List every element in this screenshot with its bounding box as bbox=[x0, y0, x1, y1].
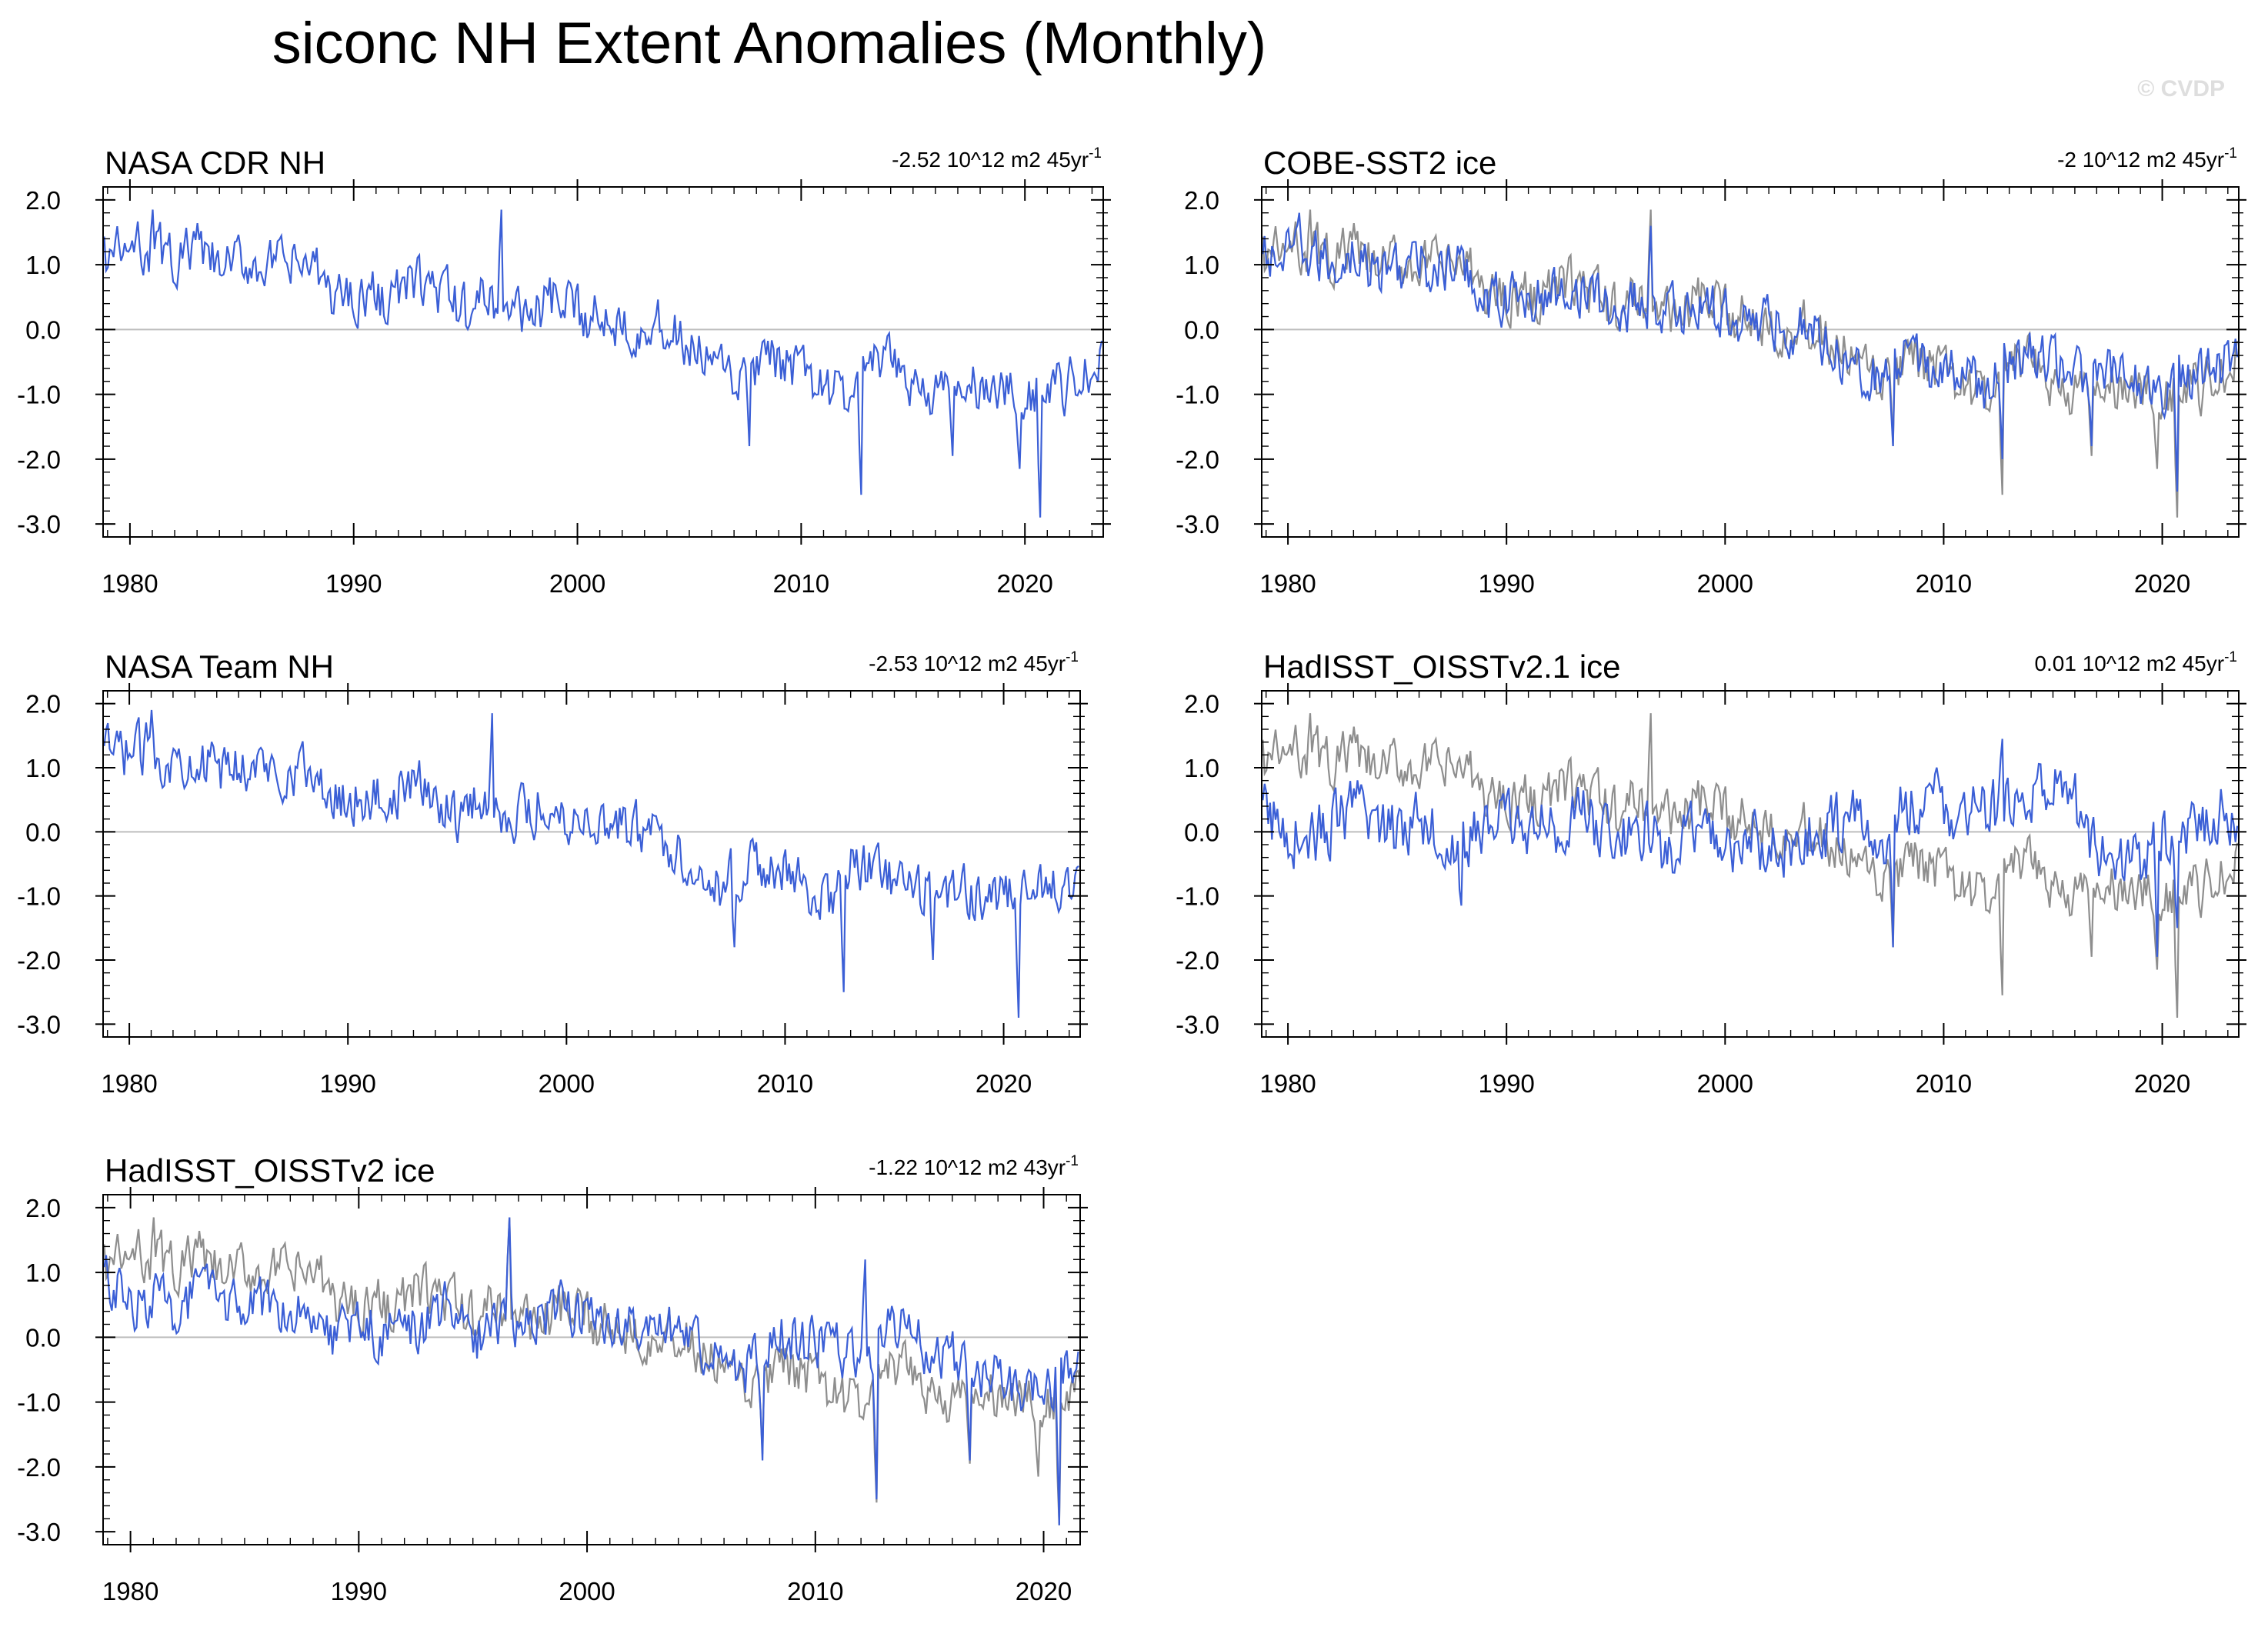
y-tick-label: -1.0 bbox=[1176, 381, 1219, 409]
copyright-watermark: © CVDP bbox=[2137, 76, 2225, 102]
panel-title: NASA CDR NH bbox=[105, 145, 325, 181]
y-tick-label: 2.0 bbox=[1184, 186, 1219, 215]
reference-series-line bbox=[1262, 713, 2239, 1019]
trend-exponent: -1 bbox=[1066, 1153, 1079, 1169]
reference-series-line bbox=[1262, 209, 2239, 518]
trend-label: 0.01 10^12 m2 45yr-1 bbox=[2034, 649, 2237, 675]
trend-exponent: -1 bbox=[2224, 649, 2237, 665]
x-tick-label: 1980 bbox=[102, 569, 158, 598]
y-tick-label: 2.0 bbox=[25, 690, 61, 718]
y-tick-label: -2.0 bbox=[17, 445, 61, 474]
plot-frame bbox=[102, 690, 1081, 1038]
y-tick-label: -3.0 bbox=[17, 1518, 61, 1546]
trend-label: -1.22 10^12 m2 43yr-1 bbox=[869, 1153, 1079, 1179]
x-tick-label: 1990 bbox=[331, 1577, 387, 1605]
trend-exponent: -1 bbox=[1066, 649, 1079, 665]
x-tick-label: 2020 bbox=[996, 569, 1052, 598]
series-line bbox=[1262, 738, 2239, 957]
trend-label: -2.53 10^12 m2 45yr-1 bbox=[869, 649, 1079, 675]
x-tick-label: 1980 bbox=[1259, 569, 1316, 598]
x-tick-label: 2020 bbox=[2134, 1069, 2190, 1098]
y-tick-label: 0.0 bbox=[25, 818, 61, 846]
panel-title: HadISST_OISSTv2.1 ice bbox=[1263, 648, 1621, 685]
y-tick-label: 1.0 bbox=[1184, 251, 1219, 279]
trend-label: -2.52 10^12 m2 45yr-1 bbox=[892, 145, 1102, 172]
x-tick-label: 2020 bbox=[1016, 1577, 1072, 1605]
x-tick-label: 2010 bbox=[757, 1069, 813, 1098]
x-tick-label: 1990 bbox=[1478, 1069, 1534, 1098]
x-tick-label: 1990 bbox=[325, 569, 382, 598]
panels-group: NASA CDR NH -2.52 10^12 m2 45yr-1 2.0 1.0 0.… bbox=[17, 145, 2246, 1605]
x-tick-label: 2020 bbox=[976, 1069, 1032, 1098]
x-tick-label: 1980 bbox=[102, 1577, 158, 1605]
x-tick-label: 2000 bbox=[559, 1577, 615, 1605]
y-tick-label: 2.0 bbox=[25, 186, 61, 215]
x-tick-label: 1980 bbox=[101, 1069, 157, 1098]
y-tick-label: -1.0 bbox=[17, 1389, 61, 1417]
x-tick-label: 2000 bbox=[1697, 569, 1753, 598]
y-tick-label: -1.0 bbox=[1176, 882, 1219, 911]
plot-frame bbox=[102, 186, 1104, 538]
series-line bbox=[103, 1217, 1079, 1525]
series-line bbox=[103, 709, 1079, 1019]
y-tick-label: -3.0 bbox=[1176, 1010, 1219, 1039]
y-tick-label: -2.0 bbox=[17, 946, 61, 975]
series-line bbox=[1262, 212, 2239, 492]
plot-frame bbox=[1261, 186, 2240, 538]
panel-2: COBE-SST2 ice -2 10^12 m2 45yr-1 2.0 1.0 0.0… bbox=[1176, 145, 2246, 598]
panel-4: HadISST_OISSTv2.1 ice 0.01 10^12 m2 45yr-… bbox=[1176, 648, 2246, 1098]
x-tick-label: 2010 bbox=[773, 569, 829, 598]
x-tick-label: 2000 bbox=[539, 1069, 595, 1098]
y-tick-label: -1.0 bbox=[17, 882, 61, 911]
y-tick-label: 1.0 bbox=[25, 251, 61, 279]
x-tick-label: 1980 bbox=[1259, 1069, 1316, 1098]
y-tick-label: -2.0 bbox=[1176, 445, 1219, 474]
panel-3: NASA Team NH -2.53 10^12 m2 45yr-1 2.0 1.0 0… bbox=[17, 648, 1088, 1098]
series-line bbox=[103, 209, 1103, 518]
y-tick-label: 0.0 bbox=[25, 315, 61, 344]
y-tick-label: -3.0 bbox=[17, 510, 61, 538]
panel-title: HadISST_OISSTv2 ice bbox=[105, 1152, 435, 1189]
y-tick-label: -1.0 bbox=[17, 381, 61, 409]
trend-exponent: -1 bbox=[1089, 145, 1102, 162]
trend-label: -2 10^12 m2 45yr-1 bbox=[2057, 145, 2237, 172]
panel-1: NASA CDR NH -2.52 10^12 m2 45yr-1 2.0 1.0 0.… bbox=[17, 145, 1111, 598]
y-tick-label: -3.0 bbox=[17, 1010, 61, 1039]
y-tick-label: 2.0 bbox=[1184, 690, 1219, 718]
trend-exponent: -1 bbox=[2224, 145, 2237, 162]
panel-title: NASA Team NH bbox=[105, 648, 334, 685]
x-tick-label: 2020 bbox=[2134, 569, 2190, 598]
x-tick-label: 2000 bbox=[549, 569, 605, 598]
y-tick-label: -2.0 bbox=[17, 1453, 61, 1482]
x-tick-label: 2010 bbox=[1916, 1069, 1972, 1098]
y-tick-label: 1.0 bbox=[1184, 754, 1219, 782]
reference-series-line bbox=[103, 1217, 1080, 1525]
y-tick-label: 0.0 bbox=[25, 1323, 61, 1352]
main-title: siconc NH Extent Anomalies (Monthly) bbox=[272, 11, 1266, 76]
plot-frame bbox=[102, 1194, 1081, 1545]
y-tick-label: 0.0 bbox=[1184, 315, 1219, 344]
x-tick-label: 2010 bbox=[787, 1577, 843, 1605]
panel-title: COBE-SST2 ice bbox=[1263, 145, 1496, 181]
y-tick-label: 1.0 bbox=[25, 1259, 61, 1287]
x-tick-label: 1990 bbox=[319, 1069, 375, 1098]
x-tick-label: 2010 bbox=[1916, 569, 1972, 598]
panel-5: HadISST_OISSTv2 ice -1.22 10^12 m2 43yr-1… bbox=[17, 1152, 1088, 1605]
y-tick-label: 0.0 bbox=[1184, 818, 1219, 846]
x-tick-label: 2000 bbox=[1697, 1069, 1753, 1098]
y-tick-label: -2.0 bbox=[1176, 946, 1219, 975]
plot-frame bbox=[1261, 690, 2240, 1038]
y-tick-label: 1.0 bbox=[25, 754, 61, 782]
x-tick-label: 1990 bbox=[1478, 569, 1534, 598]
y-tick-label: -3.0 bbox=[1176, 510, 1219, 538]
y-tick-label: 2.0 bbox=[25, 1194, 61, 1222]
